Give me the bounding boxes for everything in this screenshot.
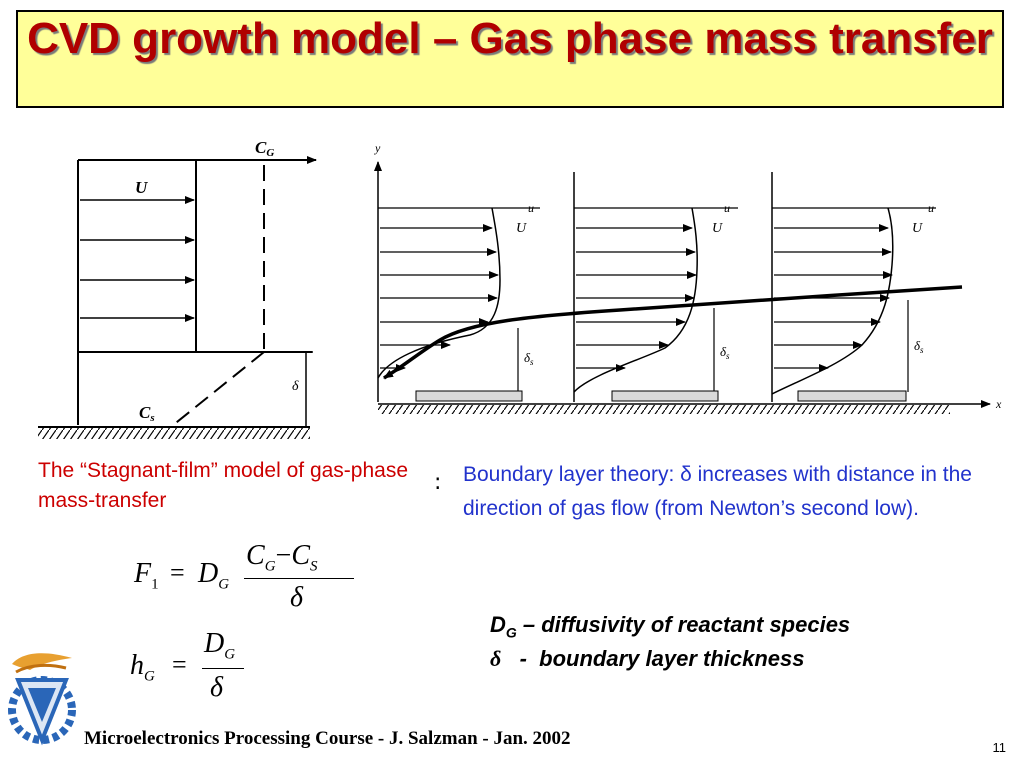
footer-text: Microelectronics Processing Course - J. … xyxy=(84,728,571,749)
boundary-layer-caption: Boundary layer theory: δ increases with … xyxy=(463,463,972,520)
profile-station-2: u U δs xyxy=(573,172,738,402)
u-big-label: U xyxy=(516,221,527,236)
technion-logo xyxy=(8,653,76,746)
svg-text:u: u xyxy=(724,201,730,215)
definition-delta: δ - boundary layer thickness xyxy=(490,646,805,671)
svg-text:U: U xyxy=(912,221,923,236)
flux-equation: F1 = DG CG−CS δ xyxy=(134,540,374,620)
x-axis-label: x xyxy=(995,397,1002,411)
flux-numerator: CG−CS xyxy=(246,540,318,575)
stagnant-film-caption: The “Stagnant-film” model of gas-phase m… xyxy=(38,459,409,512)
delta-s-label: δs xyxy=(524,350,534,367)
boundary-layer-curve xyxy=(383,285,963,380)
slide-title: CVD growth model – Gas phase mass transf… xyxy=(27,14,993,63)
flux-denominator: δ xyxy=(290,582,304,613)
boundary-layer-diagram: y x u U δs xyxy=(374,141,1002,414)
flux-lhs: F1 xyxy=(134,558,159,593)
title-box: CVD growth model – Gas phase mass transf… xyxy=(16,10,1004,108)
page-number: 11 xyxy=(992,740,1007,755)
cg-label: CG xyxy=(255,138,274,159)
cs-label: Cs xyxy=(139,403,155,424)
svg-text:u: u xyxy=(928,201,934,215)
stagnant-film-diagram: CG U Cs δ xyxy=(38,138,317,439)
definition-dg: DG – diffusivity of reactant species xyxy=(490,612,851,641)
y-axis-label: y xyxy=(374,141,381,155)
svg-text:U: U xyxy=(712,221,723,236)
profile-station-3: u U δs xyxy=(771,172,936,402)
profile-station-1: u U δs xyxy=(377,201,540,402)
caption-bullet: : xyxy=(434,470,442,495)
svg-text:δs: δs xyxy=(914,338,924,355)
mass-transfer-coefficient-equation: hG = DG δ xyxy=(130,628,270,708)
u-small-label: u xyxy=(528,201,534,215)
svg-text:δs: δs xyxy=(720,344,730,361)
u-label: U xyxy=(135,178,148,197)
delta-label: δ xyxy=(292,379,299,394)
